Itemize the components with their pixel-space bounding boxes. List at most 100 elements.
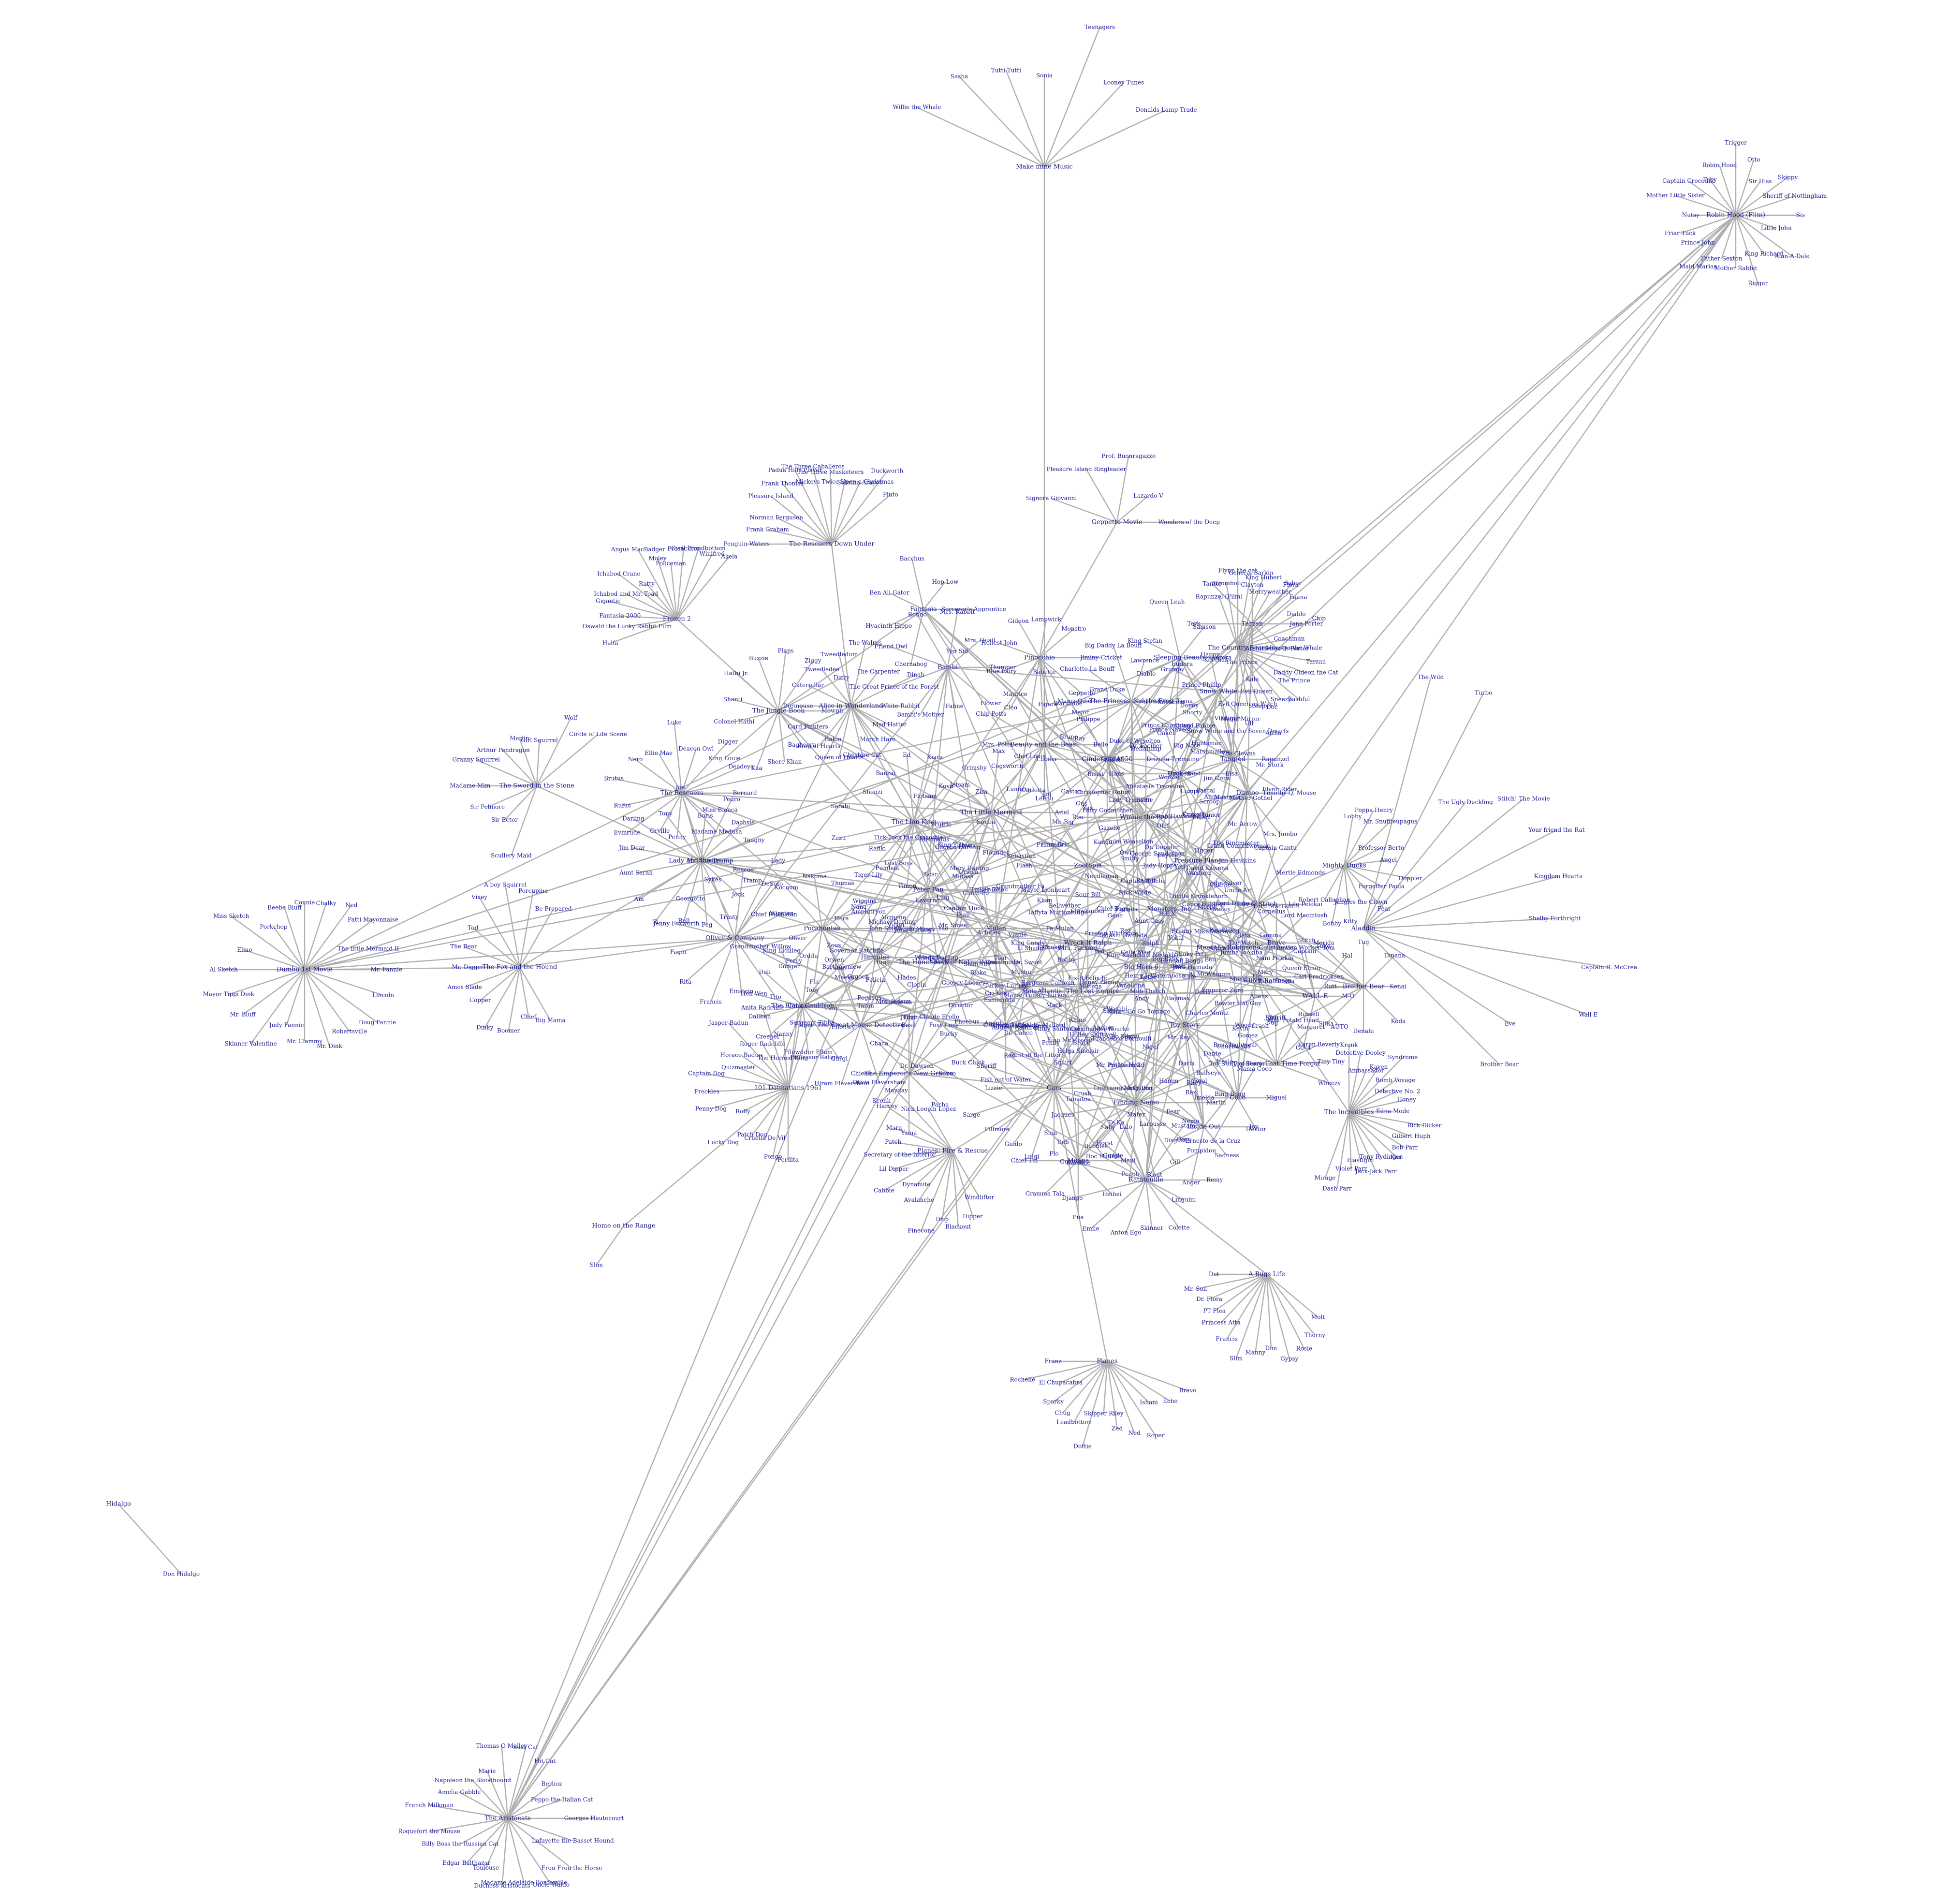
graph-edge — [304, 903, 327, 970]
graph-edge — [626, 593, 677, 620]
graph-edge — [850, 674, 916, 707]
node-label: Jack-Jack Parr — [1354, 1168, 1397, 1175]
graph-edge — [304, 969, 330, 1047]
graph-edge — [659, 793, 683, 831]
node-label: Gurgi — [831, 1055, 848, 1062]
node-label: Mr. Fannie — [370, 966, 402, 973]
node-label: Olaf — [1157, 822, 1170, 829]
node-label: Ed — [903, 752, 911, 758]
node-label: Heihei — [1102, 1191, 1122, 1197]
graph-edge — [1184, 1025, 1205, 1127]
node-label: Zed — [1112, 1425, 1123, 1432]
graph-edge — [1221, 904, 1258, 931]
graph-edge — [1054, 1088, 1109, 1128]
node-label: Edna Mode — [1376, 1108, 1409, 1115]
node-label: Gill — [1170, 1158, 1180, 1165]
node-label: Duckworth — [871, 468, 903, 474]
node-label: Robin Hood — [1702, 162, 1737, 169]
node-label: Chernabog — [894, 661, 927, 667]
graph-edge — [1015, 990, 1079, 1028]
graph-edge — [1217, 691, 1316, 997]
graph-edge — [1174, 1126, 1204, 1141]
node-label: Windlifter — [965, 1194, 994, 1201]
node-label: Gomez — [1238, 1032, 1258, 1039]
graph-edge — [838, 706, 852, 758]
graph-edge — [1009, 1055, 1055, 1089]
graph-edge — [1214, 1274, 1267, 1312]
graph-edge — [923, 581, 946, 610]
node-label: Grand Councilwoman — [1206, 842, 1270, 849]
graph-edge — [460, 1817, 508, 1845]
node-label: Pegasus — [857, 994, 881, 1001]
node-label: Evil Queen as Witch — [1218, 700, 1277, 707]
node-label: Signora Giovanni — [1026, 495, 1077, 502]
node-label: Doc Hudson — [1086, 1153, 1122, 1160]
graph-edge — [917, 614, 949, 668]
node-label: Grandmother Willow — [730, 943, 791, 950]
node-label: Secretary of the Interior — [864, 1151, 936, 1158]
node-label: Gaston — [1061, 788, 1082, 795]
node-label: Miguel — [1266, 1094, 1287, 1101]
node-label: Toby — [806, 987, 820, 993]
node-label: Jumba Jookiba — [1219, 949, 1263, 956]
node-label: Kerchak — [1204, 656, 1229, 663]
graph-edge — [244, 949, 305, 971]
node-label: Chum — [1122, 1033, 1140, 1040]
node-label: Hades — [897, 974, 916, 981]
graph-edge — [1195, 1273, 1267, 1290]
node-label: Louis — [1104, 757, 1120, 764]
graph-edge — [1078, 215, 1736, 1161]
node-label: Simba — [977, 819, 995, 826]
node-label: Circle of Life Scene — [569, 731, 627, 738]
graph-edge — [1348, 1053, 1362, 1113]
graph-edge — [511, 785, 538, 856]
node-label: Mrs. Quail — [964, 637, 995, 644]
graph-edge — [1235, 793, 1248, 843]
node-label: Monstro — [1061, 625, 1086, 632]
node-label: Tutti-Tutti — [991, 67, 1021, 74]
node-label: Jim Dear — [618, 844, 645, 851]
node-label: Bucky — [940, 1030, 958, 1037]
node-label: Nutsy — [1682, 212, 1700, 219]
node-label: AUTO — [1330, 1023, 1348, 1030]
node-label: Lord Macintosh — [1281, 912, 1327, 918]
graph-edge — [1348, 1111, 1412, 1137]
hub-label: The Incredibles — [1324, 1109, 1374, 1116]
node-label: Uncle Art — [1224, 887, 1253, 894]
graph-edge — [1257, 865, 1345, 905]
graph-edge — [700, 860, 730, 918]
graph-edge — [783, 1034, 789, 1089]
graph-edge — [777, 710, 785, 762]
graph-edge — [767, 1005, 803, 1037]
graph-edge — [838, 821, 914, 839]
node-label: Beebe Bluff — [267, 904, 302, 911]
node-label: Kocoum — [775, 884, 799, 891]
node-label: Francis — [700, 999, 722, 1005]
node-label: The Muses — [903, 926, 935, 932]
graph-edge — [886, 1106, 953, 1151]
hub-label: The Aristocats — [484, 1815, 530, 1822]
graph-edge — [941, 1151, 953, 1220]
node-label: Mr. Snuffleupagus — [1363, 818, 1418, 825]
node-label: Heffalump — [1130, 745, 1161, 752]
node-label: Disgust — [1164, 1137, 1186, 1144]
graph-edge — [850, 705, 890, 725]
graph-edge — [637, 549, 678, 620]
graph-edge — [1237, 648, 1300, 700]
node-label: Orville — [650, 827, 670, 834]
node-label: Happy — [1201, 651, 1220, 658]
graph-edge — [1078, 215, 1736, 992]
node-label: Mr. Arrow — [1228, 821, 1259, 827]
graph-edge — [665, 813, 702, 861]
node-label: Gopher — [1101, 755, 1123, 762]
node-label: Luke — [667, 719, 682, 726]
node-label: Mad Hatter — [872, 721, 907, 728]
node-label: The Ringmaster — [1213, 840, 1260, 846]
hub-label: The Little Mermaid — [960, 809, 1022, 816]
node-label: Duke of Weselton — [1109, 738, 1161, 744]
graph-edge — [1363, 955, 1395, 987]
graph-edge — [947, 667, 991, 704]
graph-edge — [1190, 1126, 1205, 1183]
graph-edge — [1081, 1043, 1137, 1103]
graph-edge — [860, 903, 1258, 1026]
